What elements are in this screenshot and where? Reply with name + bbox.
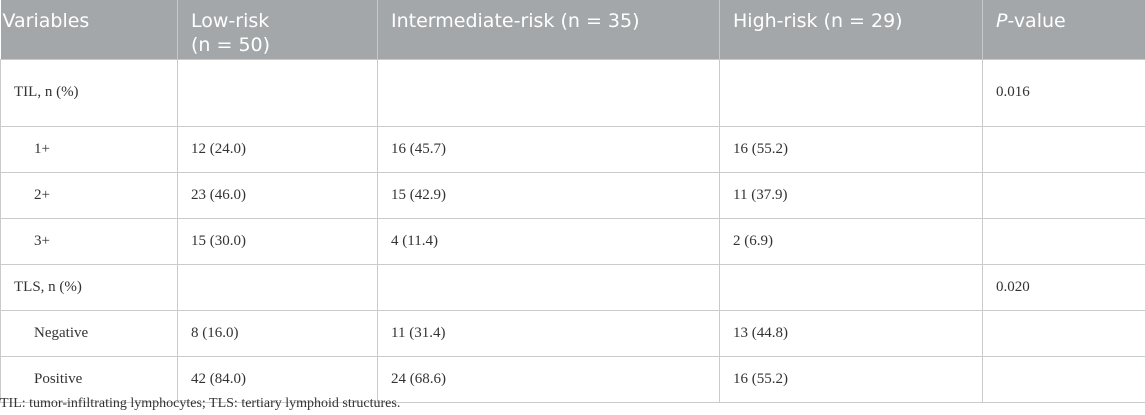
cell-p-value: 0.016 — [982, 58, 1145, 127]
cell-variable: 2+ — [0, 171, 178, 219]
cell-p-value — [982, 355, 1145, 403]
table-row: Positive 42 (84.0) 24 (68.6) 16 (55.2) — [0, 355, 1145, 403]
cell-p-value — [982, 309, 1145, 357]
header-low-risk-line2: (n = 50) — [191, 34, 271, 56]
cell-high: 2 (6.9) — [719, 217, 983, 265]
cell-high: 13 (44.8) — [719, 309, 983, 357]
cell-high: 11 (37.9) — [719, 171, 983, 219]
cell-intermediate: 24 (68.6) — [377, 355, 720, 403]
table-row: 1+ 12 (24.0) 16 (45.7) 16 (55.2) — [0, 125, 1145, 173]
table-body: TIL, n (%) 0.016 1+ 12 (24.0) 16 (45.7) … — [0, 58, 1145, 403]
header-p-value: P-value — [982, 0, 1145, 60]
cell-low: 8 (16.0) — [177, 309, 378, 357]
cell-low: 23 (46.0) — [177, 171, 378, 219]
table-row: TIL, n (%) 0.016 — [0, 58, 1145, 127]
cell-variable: TLS, n (%) — [0, 263, 178, 311]
table-row: TLS, n (%) 0.020 — [0, 263, 1145, 311]
table-header: Variables Low-risk (n = 50) Intermediate-… — [0, 0, 1145, 60]
cell-intermediate: 4 (11.4) — [377, 217, 720, 265]
header-variables-label: Variables — [2, 10, 90, 32]
cell-variable: 3+ — [0, 217, 178, 265]
cell-low — [177, 263, 378, 311]
cell-intermediate: 16 (45.7) — [377, 125, 720, 173]
table-row: 3+ 15 (30.0) 4 (11.4) 2 (6.9) — [0, 217, 1145, 265]
header-variables: Variables — [0, 0, 178, 60]
header-p-rest: -value — [1007, 10, 1066, 32]
cell-intermediate: 15 (42.9) — [377, 171, 720, 219]
header-intermediate-risk: Intermediate-risk (n = 35) — [377, 0, 720, 60]
table-footnote: TIL: tumor-infiltrating lymphocytes; TLS… — [0, 396, 401, 411]
header-high-risk-label: High-risk (n = 29) — [733, 10, 903, 32]
cell-variable: Negative — [0, 309, 178, 357]
header-high-risk: High-risk (n = 29) — [719, 0, 983, 60]
cell-high: 16 (55.2) — [719, 125, 983, 173]
cell-variable: TIL, n (%) — [0, 58, 178, 127]
cell-p-value — [982, 125, 1145, 173]
cell-variable: Positive — [0, 355, 178, 403]
table-row: 2+ 23 (46.0) 15 (42.9) 11 (37.9) — [0, 171, 1145, 219]
cell-intermediate — [377, 58, 720, 127]
header-p-italic: P — [996, 10, 1008, 32]
cell-p-value — [982, 217, 1145, 265]
header-low-risk: Low-risk (n = 50) — [177, 0, 378, 60]
cell-low: 42 (84.0) — [177, 355, 378, 403]
data-table: Variables Low-risk (n = 50) Intermediate-… — [0, 0, 1145, 403]
cell-low — [177, 58, 378, 127]
cell-high: 16 (55.2) — [719, 355, 983, 403]
cell-p-value — [982, 171, 1145, 219]
cell-intermediate: 11 (31.4) — [377, 309, 720, 357]
header-intermediate-risk-label: Intermediate-risk (n = 35) — [391, 10, 640, 32]
cell-low: 12 (24.0) — [177, 125, 378, 173]
header-row: Variables Low-risk (n = 50) Intermediate-… — [0, 0, 1145, 60]
header-low-risk-line1: Low-risk — [191, 10, 270, 32]
cell-high — [719, 58, 983, 127]
table-row: Negative 8 (16.0) 11 (31.4) 13 (44.8) — [0, 309, 1145, 357]
cell-low: 15 (30.0) — [177, 217, 378, 265]
cell-variable: 1+ — [0, 125, 178, 173]
cell-intermediate — [377, 263, 720, 311]
cell-p-value: 0.020 — [982, 263, 1145, 311]
cell-high — [719, 263, 983, 311]
